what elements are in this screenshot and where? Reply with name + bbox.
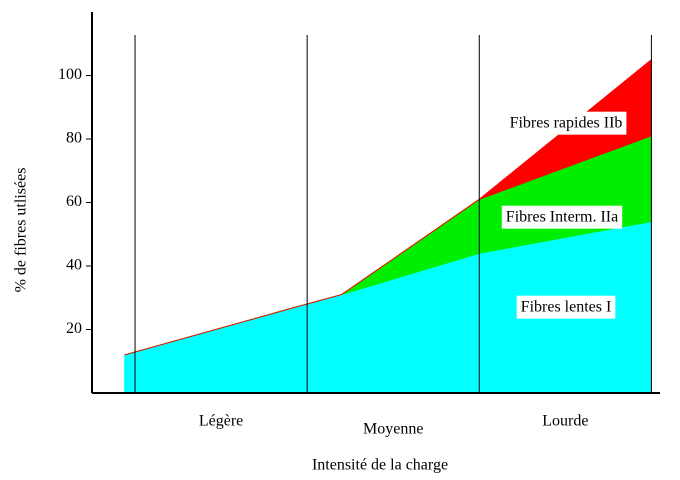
x-tick-label: Lourde <box>542 413 588 430</box>
y-tick-label: 100 <box>58 66 82 83</box>
label-background <box>516 295 616 319</box>
y-axis-label: % de fibres utlisées <box>13 168 30 293</box>
y-tick-label: 80 <box>66 130 82 147</box>
series-label: Fibres rapides IIb <box>510 115 623 132</box>
y-tick-label: 20 <box>66 320 82 337</box>
label-background <box>505 111 627 135</box>
series-label: Fibres Interm. IIa <box>506 209 618 226</box>
x-tick-label: Moyenne <box>363 421 423 438</box>
label-background <box>501 205 623 229</box>
x-tick-label: Légère <box>199 413 243 430</box>
x-axis-label: Intensité de la charge <box>312 457 448 474</box>
y-tick-label: 60 <box>66 193 82 210</box>
y-tick-label: 40 <box>66 257 82 274</box>
series-label: Fibres lentes I <box>521 299 612 316</box>
